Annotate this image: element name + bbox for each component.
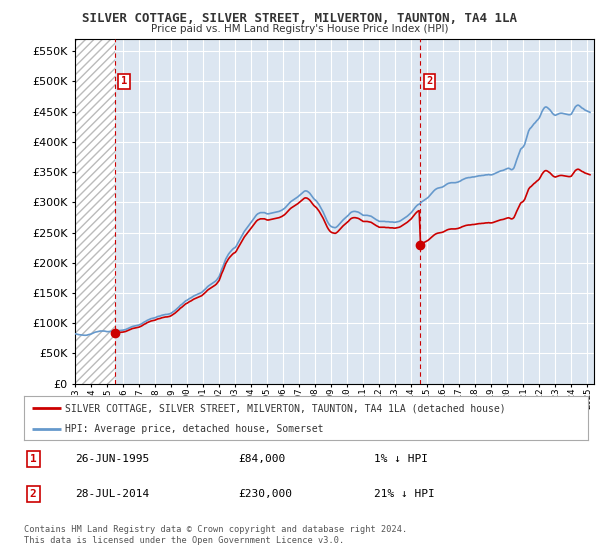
Text: HPI: Average price, detached house, Somerset: HPI: Average price, detached house, Some…: [65, 424, 323, 433]
Text: 2: 2: [427, 77, 433, 86]
Text: SILVER COTTAGE, SILVER STREET, MILVERTON, TAUNTON, TA4 1LA: SILVER COTTAGE, SILVER STREET, MILVERTON…: [83, 12, 517, 25]
Text: 2: 2: [29, 489, 37, 499]
Text: SILVER COTTAGE, SILVER STREET, MILVERTON, TAUNTON, TA4 1LA (detached house): SILVER COTTAGE, SILVER STREET, MILVERTON…: [65, 403, 505, 413]
Text: 1% ↓ HPI: 1% ↓ HPI: [374, 454, 428, 464]
Text: 28-JUL-2014: 28-JUL-2014: [75, 489, 149, 499]
Text: Price paid vs. HM Land Registry's House Price Index (HPI): Price paid vs. HM Land Registry's House …: [151, 24, 449, 34]
Text: 26-JUN-1995: 26-JUN-1995: [75, 454, 149, 464]
Text: 21% ↓ HPI: 21% ↓ HPI: [374, 489, 434, 499]
Text: £230,000: £230,000: [238, 489, 292, 499]
Bar: [75, 39, 115, 384]
Text: £84,000: £84,000: [238, 454, 286, 464]
Text: Contains HM Land Registry data © Crown copyright and database right 2024.
This d: Contains HM Land Registry data © Crown c…: [24, 525, 407, 545]
Text: 1: 1: [121, 77, 127, 86]
Text: 1: 1: [29, 454, 37, 464]
